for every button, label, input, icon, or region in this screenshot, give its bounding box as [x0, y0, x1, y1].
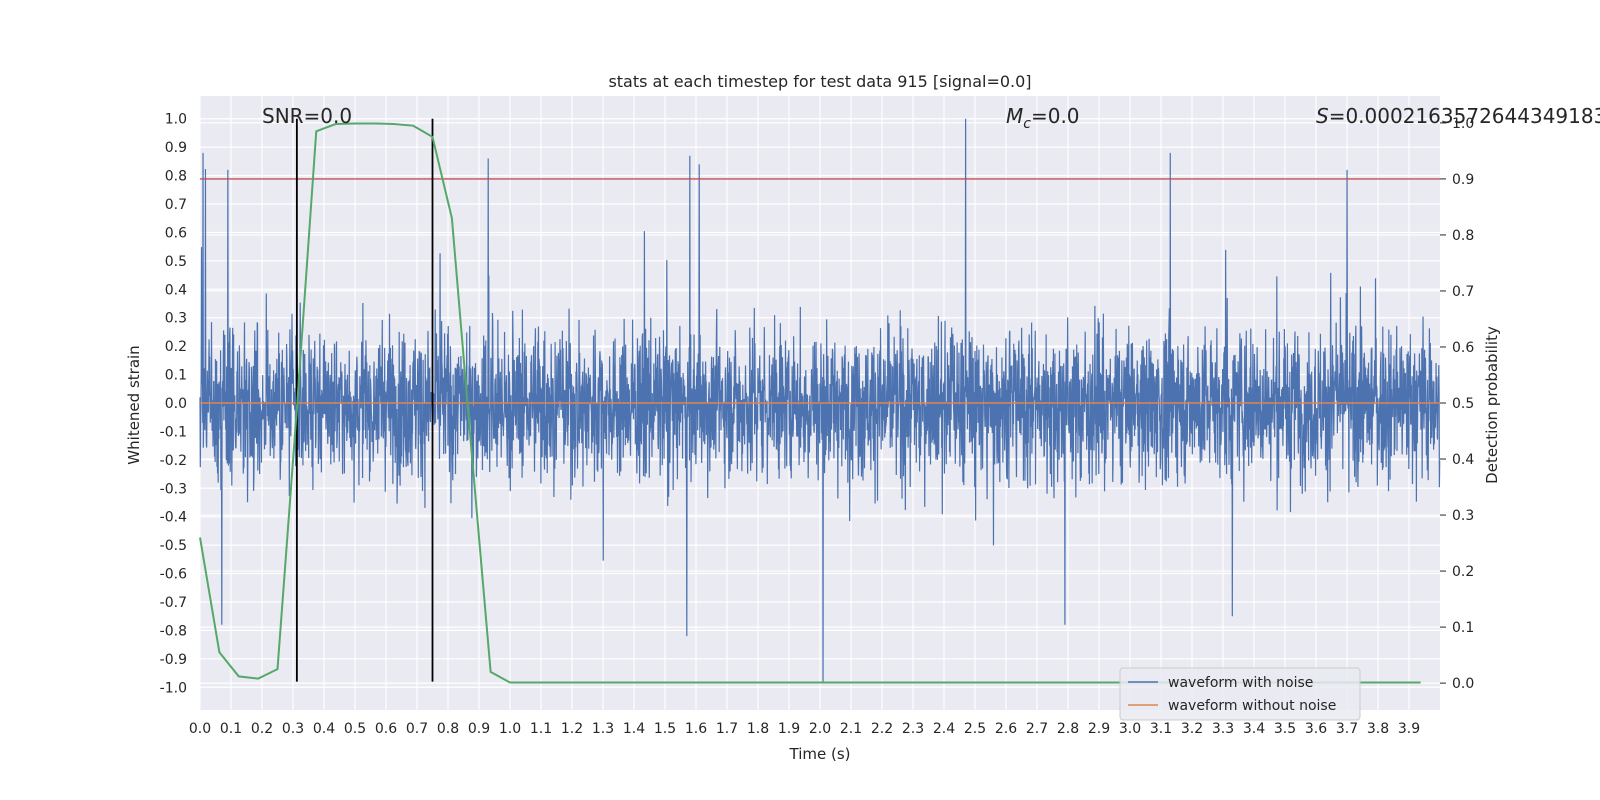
x-tick-label: 2.9: [1088, 721, 1110, 737]
y-tick-label: -0.9: [160, 652, 187, 668]
mc-value: =0.0: [1031, 104, 1080, 128]
y2-tick-label: 0.3: [1452, 508, 1474, 524]
x-axis-label: Time (s): [789, 745, 851, 763]
s-value: =0.00021635726443491832: [1329, 104, 1600, 128]
y-tick-label: -0.4: [160, 510, 187, 526]
x-tick-label: 3.5: [1274, 721, 1296, 737]
y-tick-label: -0.3: [160, 481, 187, 497]
legend-label-waveform-without-noise: waveform without noise: [1168, 698, 1336, 714]
y2-tick-label: 0.6: [1452, 340, 1474, 356]
y2-tick-label: 0.1: [1452, 620, 1474, 636]
x-tick-label: 1.0: [499, 721, 521, 737]
y2-axis-ticks: 1.0 0.9 0.8 0.7 0.6 0.5 0.4 0.3 0.2 0.1 0.0: [1440, 116, 1474, 692]
series-detection-probability: [199, 122, 1421, 684]
x-tick-label: 3.0: [1119, 721, 1141, 737]
y-tick-label: 1.0: [165, 112, 187, 128]
y-tick-label: -0.2: [160, 453, 187, 469]
x-tick-label: 3.3: [1212, 721, 1234, 737]
y-tick-label: 0.9: [165, 140, 187, 156]
y-axis-ticks: 1.0 0.9 0.8 0.7 0.6 0.5 0.4 0.3 0.2 0.1 0.0 -0.1 -0.…: [160, 112, 187, 697]
chart-title: stats at each timestep for test data 915…: [608, 72, 1031, 91]
mc-subscript: c: [1023, 116, 1031, 132]
y-tick-label: 0.3: [165, 311, 187, 327]
y-tick-label: -0.6: [160, 567, 187, 583]
x-tick-label: 1.5: [654, 721, 676, 737]
x-tick-label: 1.8: [747, 721, 769, 737]
x-tick-label: 2.8: [1057, 721, 1079, 737]
series-waveform-with-noise: [199, 118, 1441, 682]
y-tick-label: 0.0: [165, 396, 187, 412]
x-tick-label: 3.1: [1150, 721, 1172, 737]
s-label: S: [1316, 104, 1329, 128]
x-tick-label: 2.3: [902, 721, 924, 737]
y-tick-label: -1.0: [160, 680, 187, 696]
x-tick-label: 3.7: [1336, 721, 1358, 737]
x-tick-label: 1.2: [561, 721, 583, 737]
x-tick-label: 3.9: [1398, 721, 1420, 737]
detection-probability-line: [199, 122, 1421, 684]
y2-tick-label: 0.2: [1452, 564, 1474, 580]
y-tick-label: 0.2: [165, 339, 187, 355]
x-axis-ticks: 0.0 0.1 0.2 0.3 0.4 0.5 0.6 0.7 0.8 0.9 1.0 1.1 1.2 1…: [189, 721, 1420, 737]
y-tick-label: -0.7: [160, 595, 187, 611]
x-tick-label: 3.2: [1181, 721, 1203, 737]
x-tick-label: 2.1: [840, 721, 862, 737]
legend-box: [1119, 667, 1361, 721]
x-tick-label: 1.4: [623, 721, 645, 737]
x-tick-label: 0.5: [344, 721, 366, 737]
x-tick-label: 3.6: [1305, 721, 1327, 737]
x-tick-label: 2.2: [871, 721, 893, 737]
x-tick-label: 0.8: [437, 721, 459, 737]
x-tick-label: 0.9: [468, 721, 490, 737]
legend-label-waveform-with-noise: waveform with noise: [1168, 675, 1313, 691]
x-tick-label: 2.5: [964, 721, 986, 737]
x-tick-label: 0.4: [313, 721, 335, 737]
y-tick-label: 0.1: [165, 368, 187, 384]
x-tick-label: 1.1: [530, 721, 552, 737]
y2-tick-label: 0.4: [1452, 452, 1474, 468]
x-tick-label: 0.3: [282, 721, 304, 737]
y2-tick-label: 0.9: [1452, 172, 1474, 188]
x-tick-label: 0.2: [251, 721, 273, 737]
x-tick-label: 0.1: [220, 721, 242, 737]
x-tick-label: 1.6: [685, 721, 707, 737]
y-tick-label: 0.4: [165, 282, 187, 298]
x-tick-label: 0.0: [189, 721, 211, 737]
y-axis-label: Whitened strain: [125, 345, 143, 464]
x-tick-label: 1.3: [592, 721, 614, 737]
snr-annotation: SNR=0.0: [262, 104, 352, 128]
x-tick-label: 2.6: [995, 721, 1017, 737]
y-tick-label: 0.7: [165, 197, 187, 213]
x-tick-label: 1.7: [716, 721, 738, 737]
mc-label: M: [1006, 104, 1023, 128]
x-tick-label: 1.9: [778, 721, 800, 737]
y-tick-label: 0.5: [165, 254, 187, 270]
x-tick-label: 3.8: [1367, 721, 1389, 737]
y-tick-label: -0.1: [160, 424, 187, 440]
noise-trace-line: [199, 118, 1441, 682]
y-tick-label: 0.6: [165, 225, 187, 241]
s-annotation: S=0.00021635726443491832: [1316, 104, 1600, 128]
y2-tick-label: 0.8: [1452, 228, 1474, 244]
mc-annotation: Mc=0.0: [1006, 104, 1080, 132]
y2-tick-label: 0.5: [1452, 396, 1474, 412]
y-tick-label: -0.5: [160, 538, 187, 554]
y2-tick-label: 0.0: [1452, 676, 1474, 692]
legend: waveform with noise waveform without noi…: [1119, 667, 1361, 721]
x-tick-label: 2.4: [933, 721, 955, 737]
x-tick-label: 2.7: [1026, 721, 1048, 737]
y2-tick-label: 0.7: [1452, 284, 1474, 300]
x-tick-label: 2.0: [809, 721, 831, 737]
y2-tick-label: 1.0: [1452, 116, 1474, 132]
y2-axis-label: Detection probability: [1483, 326, 1501, 484]
y-tick-label: -0.8: [160, 623, 187, 639]
x-tick-label: 3.4: [1243, 721, 1265, 737]
x-tick-label: 0.7: [406, 721, 428, 737]
y-tick-label: 0.8: [165, 169, 187, 185]
x-tick-label: 0.6: [375, 721, 397, 737]
